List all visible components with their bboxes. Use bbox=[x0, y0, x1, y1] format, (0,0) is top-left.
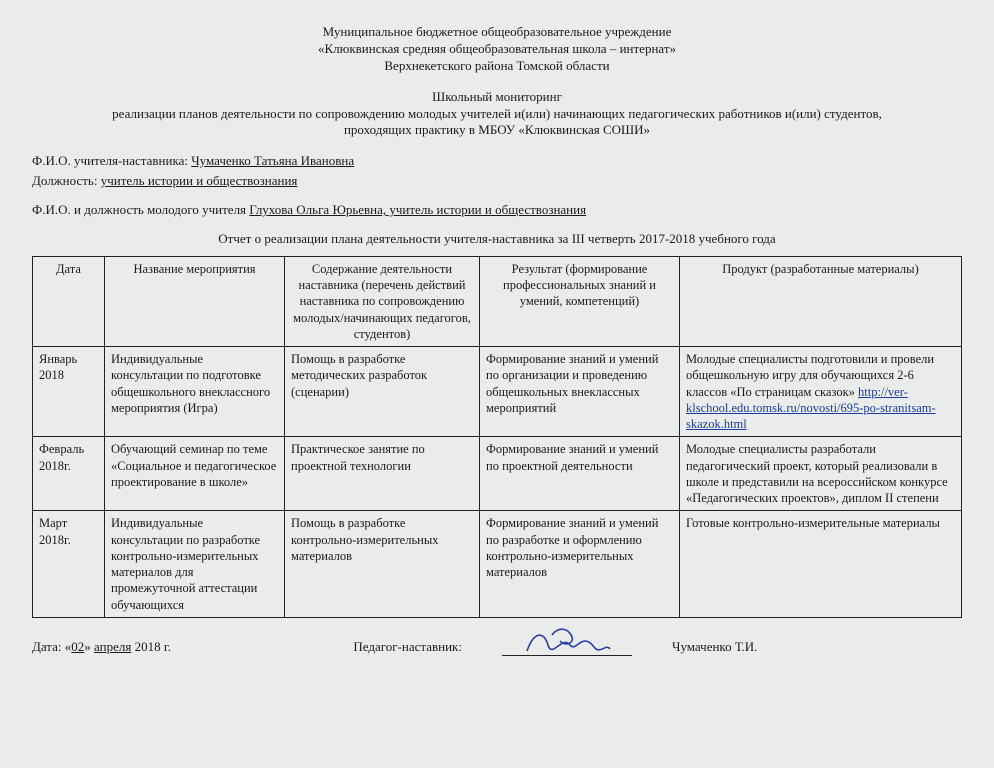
signature-line bbox=[502, 634, 632, 656]
footer-date-month: апреля bbox=[94, 639, 131, 654]
org-line-3: Верхнекетского района Томской области bbox=[32, 58, 962, 75]
mentor-position-row: Должность: учитель истории и обществозна… bbox=[32, 173, 962, 190]
cell-product: Молодые специалисты подготовили и провел… bbox=[680, 347, 962, 437]
cell-product: Готовые контрольно-измерительные материа… bbox=[680, 511, 962, 618]
th-date: Дата bbox=[33, 256, 105, 346]
th-result: Результат (формирование профессиональных… bbox=[480, 256, 680, 346]
cell-result: Формирование знаний и умений по проектно… bbox=[480, 437, 680, 511]
cell-result: Формирование знаний и умений по разработ… bbox=[480, 511, 680, 618]
signature-icon bbox=[522, 625, 612, 657]
subtitle-line-1: Школьный мониторинг bbox=[32, 89, 962, 106]
footer-date-prefix: Дата: « bbox=[32, 639, 71, 654]
footer-date-mid: » bbox=[84, 639, 94, 654]
subtitle-line-3: проходящих практику в МБОУ «Клюквинская … bbox=[32, 122, 962, 139]
doc-subtitle: Школьный мониторинг реализации планов де… bbox=[32, 89, 962, 140]
mentor-position-value: учитель истории и обществознания bbox=[101, 173, 298, 188]
cell-name: Индивидуальные консультации по подготовк… bbox=[105, 347, 285, 437]
cell-content: Практическое занятие по проектной технол… bbox=[285, 437, 480, 511]
mentor-fio-value: Чумаченко Татьяна Ивановна bbox=[191, 153, 354, 168]
table-body: Январь 2018Индивидуальные консультации п… bbox=[33, 347, 962, 618]
mentor-fio-label: Ф.И.О. учителя-наставника: bbox=[32, 153, 191, 168]
table-row: Февраль 2018г.Обучающий семинар по теме … bbox=[33, 437, 962, 511]
young-value: Глухова Ольга Юрьевна, учитель истории и… bbox=[249, 202, 586, 217]
footer: Дата: «02» апреля 2018 г. Педагог-настав… bbox=[32, 634, 962, 656]
th-name: Название мероприятия bbox=[105, 256, 285, 346]
subtitle-line-2: реализации планов деятельности по сопров… bbox=[32, 106, 962, 123]
org-header: Муниципальное бюджетное общеобразователь… bbox=[32, 24, 962, 75]
footer-date-day: 02 bbox=[71, 639, 84, 654]
org-line-1: Муниципальное бюджетное общеобразователь… bbox=[32, 24, 962, 41]
th-content: Содержание деятельности наставника (пере… bbox=[285, 256, 480, 346]
mentor-position-label: Должность: bbox=[32, 173, 101, 188]
footer-date-suffix: 2018 г. bbox=[131, 639, 171, 654]
footer-role-label: Педагог-наставник: bbox=[312, 639, 462, 656]
footer-date: Дата: «02» апреля 2018 г. bbox=[32, 639, 272, 656]
young-label: Ф.И.О. и должность молодого учителя bbox=[32, 202, 249, 217]
table-header-row: Дата Название мероприятия Содержание дея… bbox=[33, 256, 962, 346]
org-line-2: «Клюквинская средняя общеобразовательная… bbox=[32, 41, 962, 58]
cell-result: Формирование знаний и умений по организа… bbox=[480, 347, 680, 437]
report-table: Дата Название мероприятия Содержание дея… bbox=[32, 256, 962, 618]
product-link[interactable]: http://ver-klschool.edu.tomsk.ru/novosti… bbox=[686, 385, 936, 432]
young-teacher-row: Ф.И.О. и должность молодого учителя Глух… bbox=[32, 202, 962, 219]
cell-product: Молодые специалисты разработали педагоги… bbox=[680, 437, 962, 511]
footer-signer: Чумаченко Т.И. bbox=[672, 639, 832, 656]
cell-content: Помощь в разработке методических разрабо… bbox=[285, 347, 480, 437]
cell-name: Обучающий семинар по теме «Социальное и … bbox=[105, 437, 285, 511]
cell-content: Помощь в разработке контрольно-измерител… bbox=[285, 511, 480, 618]
report-caption: Отчет о реализации плана деятельности уч… bbox=[32, 231, 962, 248]
cell-date: Март 2018г. bbox=[33, 511, 105, 618]
th-product: Продукт (разработанные материалы) bbox=[680, 256, 962, 346]
cell-name: Индивидуальные консультации по разработк… bbox=[105, 511, 285, 618]
table-row: Март 2018г.Индивидуальные консультации п… bbox=[33, 511, 962, 618]
table-row: Январь 2018Индивидуальные консультации п… bbox=[33, 347, 962, 437]
mentor-fio-row: Ф.И.О. учителя-наставника: Чумаченко Тат… bbox=[32, 153, 962, 170]
cell-date: Февраль 2018г. bbox=[33, 437, 105, 511]
cell-date: Январь 2018 bbox=[33, 347, 105, 437]
